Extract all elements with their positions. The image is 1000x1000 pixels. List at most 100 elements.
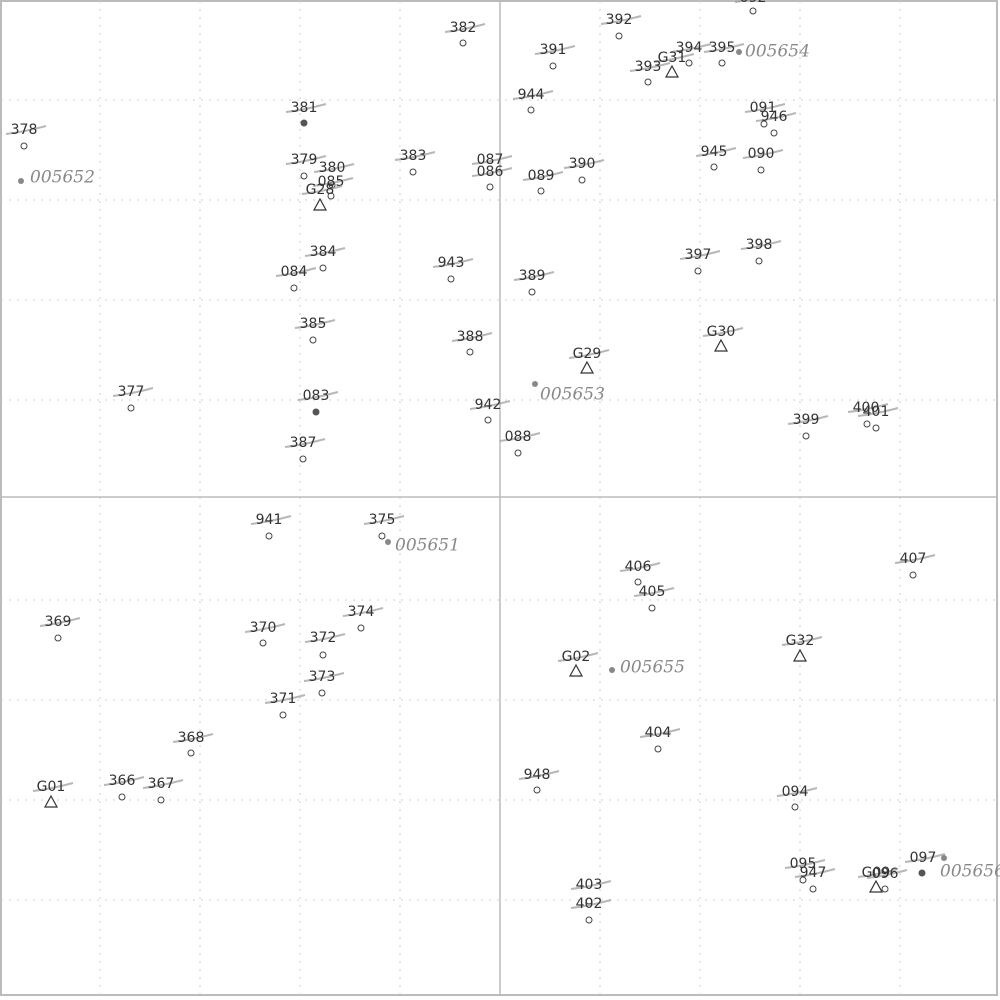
pencil-stroke [570,899,612,909]
pencil-stroke [303,672,345,682]
point-label: 375 [369,512,396,528]
point-label: 394 [676,40,703,56]
annotation-dot [736,49,742,55]
point-label: 368 [178,730,205,746]
point-marker [319,651,327,659]
point-marker [909,571,917,579]
pencil-stroke [444,23,486,33]
point-marker [648,604,656,612]
point-label: 384 [310,244,337,260]
point-marker [459,39,467,47]
control-marker [713,338,729,352]
pencil-stroke [499,432,541,442]
point-label: 088 [505,429,532,445]
pencil-stroke [857,868,899,878]
pencil-stroke [703,43,745,53]
point-label: 366 [109,773,136,789]
pencil-stroke [285,155,327,165]
point-label: 941 [256,512,283,528]
point-label: 405 [639,584,666,600]
control-marker [868,879,884,893]
point-marker [755,257,763,265]
point-marker [881,885,889,893]
point-label: 392 [606,12,633,28]
pencil-stroke [264,694,306,704]
point-marker [770,129,778,137]
point-label: G01 [37,779,66,795]
point-label: 387 [290,435,317,451]
pencil-stroke [639,728,681,738]
point-marker [54,634,62,642]
point-marker [791,803,799,811]
point-label: 391 [540,42,567,58]
pencil-stroke [250,515,292,525]
control-marker [579,360,595,374]
pencil-stroke [629,62,671,72]
point-label: 095 [790,856,817,872]
point-label: 084 [281,264,308,280]
point-label: 086 [477,164,504,180]
pencil-stroke [522,171,564,181]
point-label: 091 [750,100,777,116]
pencil-stroke [394,151,436,161]
point-label: G29 [573,346,602,362]
point-marker [20,142,28,150]
pencil-stroke [568,349,610,359]
point-marker [187,749,195,757]
pencil-stroke [32,782,74,792]
pencil-stroke [755,112,797,122]
point-marker [319,264,327,272]
point-marker [615,32,623,40]
point-marker [644,78,652,86]
pencil-stroke [471,155,513,165]
point-label: 947 [800,865,827,881]
point-marker [685,59,693,67]
point-label: 395 [709,40,736,56]
pencil-stroke [776,787,818,797]
point-label: 379 [291,152,318,168]
pencil-stroke [301,185,343,195]
point-label: 383 [400,148,427,164]
point-label: 377 [118,384,145,400]
pencil-stroke [518,770,560,780]
point-label: 942 [475,397,502,413]
point-marker [378,532,386,540]
point-label: 385 [300,316,327,332]
pencil-stroke [432,258,474,268]
pencil-stroke [619,562,661,572]
pencil-stroke [557,652,599,662]
point-label: 373 [309,669,336,685]
pencil-stroke [313,163,355,173]
pencil-stroke [471,167,513,177]
point-label: 388 [457,329,484,345]
point-label: 946 [761,109,788,125]
point-label: 393 [635,59,662,75]
annotation-dot [941,855,947,861]
point-label: 382 [450,20,477,36]
pencil-stroke [172,733,214,743]
pencil-stroke [563,159,605,169]
point-label: 406 [625,559,652,575]
point-marker [718,59,726,67]
pencil-stroke [39,617,81,627]
pencil-stroke [304,633,346,643]
point-label: 369 [45,614,72,630]
pencil-stroke [894,554,936,564]
point-marker [299,455,307,463]
pencil-stroke [294,319,336,329]
point-marker [118,793,126,801]
annotation: 005652 [30,168,95,188]
point-label: 370 [250,620,277,636]
pencil-stroke [600,15,642,25]
point-label: 945 [701,144,728,160]
point-label: 403 [576,877,603,893]
point-marker [694,267,702,275]
pencil-stroke [744,103,786,113]
point-label: 378 [11,122,38,138]
point-label: 402 [576,896,603,912]
point-marker [300,119,308,127]
